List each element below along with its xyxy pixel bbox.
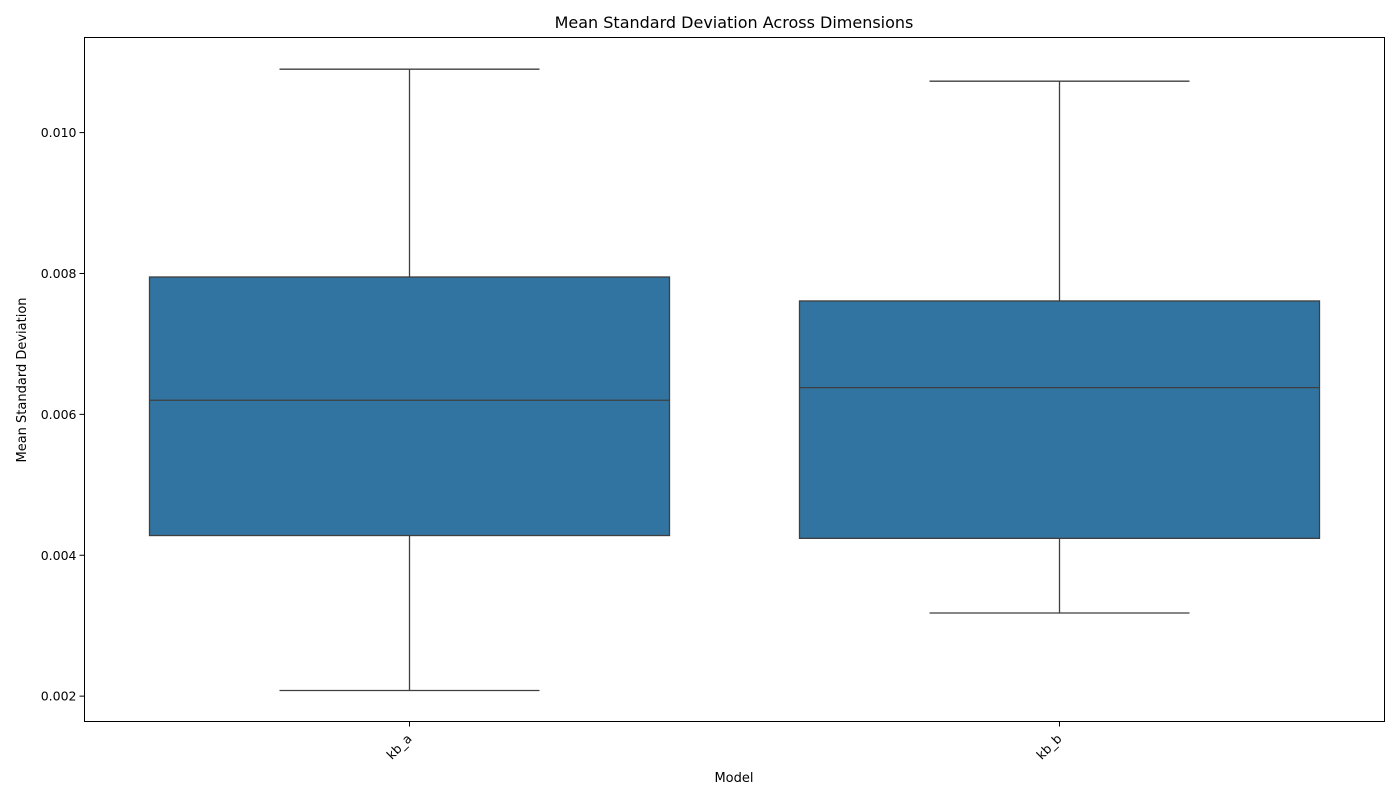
x-axis-label: Model [714,771,753,786]
box-kb_a [148,276,671,537]
plot-area: 0.002 0.004 0.006 0.008 0.010 kb_a kb_b [41,68,1321,762]
x-tick-label: kb_a [383,731,414,762]
y-tick-label: 0.008 [41,266,77,281]
y-tick-label: 0.002 [41,689,77,704]
y-axis-label: Mean Standard Deviation [15,297,30,462]
plot-frame [84,37,1385,722]
y-tick-label: 0.010 [41,125,77,140]
y-tick-label: 0.006 [41,407,77,422]
chart-title: Mean Standard Deviation Across Dimension… [555,13,914,32]
x-tick-label: kb_b [1033,731,1064,762]
y-tick-label: 0.004 [41,548,77,563]
box-kb_b [798,300,1321,539]
